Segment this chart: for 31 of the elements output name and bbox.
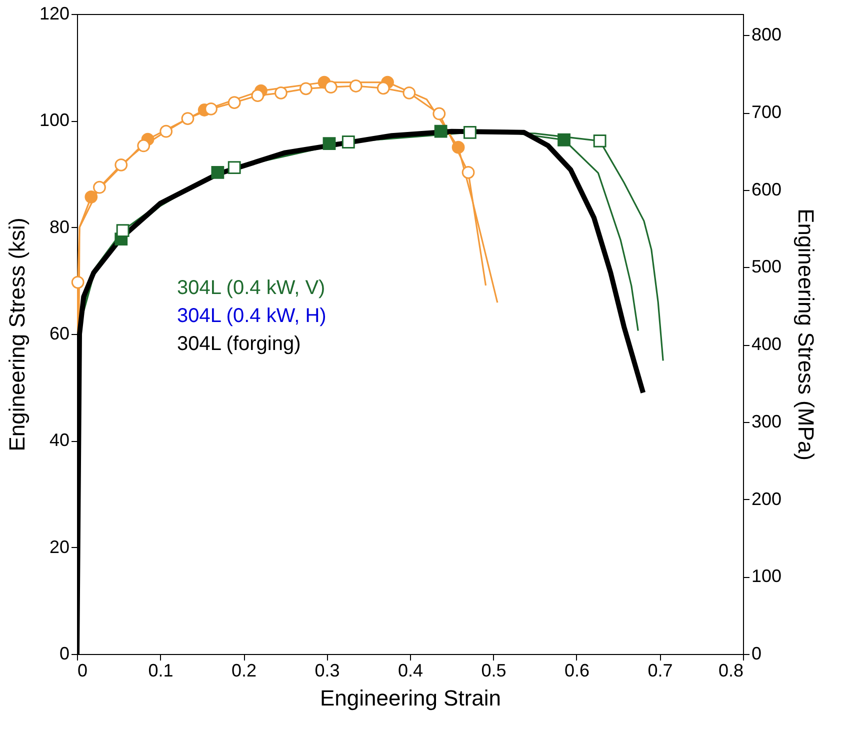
y2-axis-title: Engineering Stress (MPa) xyxy=(794,208,819,460)
y2-tick-label: 700 xyxy=(752,102,782,122)
y2-tick-label: 500 xyxy=(752,256,782,277)
x-tick-label: 0.4 xyxy=(398,660,424,680)
y-tick-label: 0 xyxy=(59,644,70,664)
y-axis-title: Engineering Stress (ksi) xyxy=(4,218,30,452)
y-tick-label: 80 xyxy=(49,216,70,237)
y2-tick-label: 600 xyxy=(752,179,782,200)
x-tick-label: 0.8 xyxy=(718,660,744,680)
y-tick-label: 100 xyxy=(39,110,70,130)
x-tick-label: 0.3 xyxy=(314,660,340,680)
y2-tick-label: 300 xyxy=(752,411,782,432)
x-tick-label: 0 xyxy=(78,660,88,680)
x-tick-label: 0.6 xyxy=(564,660,590,680)
y2-tick-label: 800 xyxy=(752,24,782,45)
y2-tick-label: 200 xyxy=(752,488,782,509)
annotation: 304L (0.4 kW, H) xyxy=(177,305,326,327)
y2-tick-label: 400 xyxy=(752,334,782,354)
y2-tick-label: 0 xyxy=(752,644,762,664)
x-tick-label: 0.5 xyxy=(481,660,506,680)
y-tick-label: 40 xyxy=(49,430,70,450)
y-tick-label: 120 xyxy=(39,4,70,24)
y2-tick-label: 100 xyxy=(752,566,782,586)
x-tick-label: 0.1 xyxy=(148,660,174,680)
x-tick-label: 0.2 xyxy=(231,660,257,680)
text: 304L (0.4 kW, V) xyxy=(177,277,326,299)
x-tick-label: 0.7 xyxy=(648,660,673,680)
text: 304L (forging) xyxy=(177,333,301,355)
y-tick-label: 20 xyxy=(49,536,70,557)
y-tick-label: 60 xyxy=(49,324,70,344)
x-axis-title: Engineering Strain xyxy=(320,686,502,710)
